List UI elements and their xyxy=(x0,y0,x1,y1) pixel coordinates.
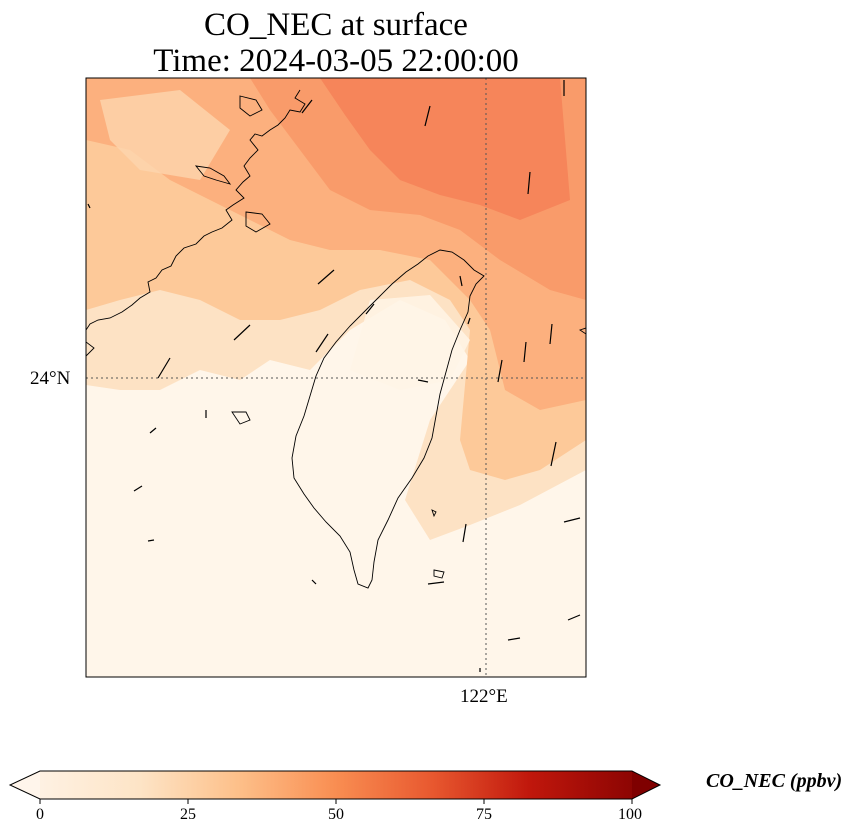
wind-vectors xyxy=(87,80,581,672)
coastline xyxy=(86,89,586,589)
map-time: Time: 2024-03-05 22:00:00 xyxy=(153,43,519,79)
gridlines xyxy=(86,78,586,677)
colorbar-tick: 100 xyxy=(618,806,642,823)
colorbar-tick: 0 xyxy=(36,806,44,823)
colorbar-label: CO_NEC (ppbv) xyxy=(706,770,843,792)
colorbar-tick: 25 xyxy=(180,806,196,823)
latitude-label: 24°N xyxy=(30,368,71,389)
colorbar-tick: 50 xyxy=(328,806,344,823)
map-frame xyxy=(85,77,587,678)
longitude-label: 122°E xyxy=(460,686,508,707)
colorbar xyxy=(8,770,662,804)
colorbar-tick: 75 xyxy=(476,806,492,823)
map-title: CO_NEC at surface xyxy=(204,7,468,43)
